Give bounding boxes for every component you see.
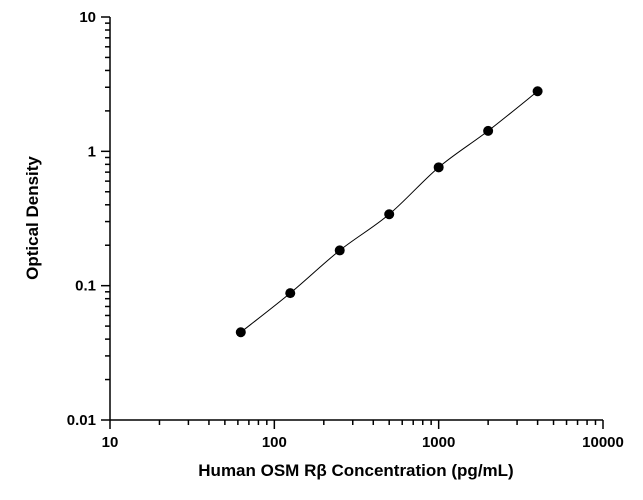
data-point bbox=[483, 125, 494, 136]
y-tick-label: 0.1 bbox=[75, 278, 96, 295]
x-axis-label: Human OSM Rβ Concentration (pg/mL) bbox=[198, 461, 513, 480]
x-tick-label: 10 bbox=[102, 434, 119, 451]
data-point bbox=[384, 209, 395, 220]
y-tick-label: 0.01 bbox=[67, 412, 96, 429]
data-point bbox=[235, 327, 246, 338]
data-points bbox=[235, 86, 543, 338]
y-axis-label: Optical Density bbox=[23, 156, 42, 280]
x-tick-label: 100 bbox=[262, 434, 287, 451]
x-axis-ticks bbox=[109, 420, 604, 429]
x-tick-label: 1000 bbox=[422, 434, 455, 451]
data-point bbox=[334, 245, 345, 256]
x-tick-label: 10000 bbox=[582, 434, 624, 451]
y-tick-label: 1 bbox=[88, 143, 96, 160]
plot-area: 10 100 1000 10000 0.01 0.1 1 10 bbox=[67, 9, 624, 451]
data-point bbox=[285, 288, 296, 299]
data-point bbox=[532, 86, 543, 97]
y-tick-label: 10 bbox=[79, 9, 96, 26]
y-axis-ticks bbox=[101, 16, 110, 421]
y-axis-tick-labels: 0.01 0.1 1 10 bbox=[67, 9, 96, 429]
x-axis-tick-labels: 10 100 1000 10000 bbox=[102, 434, 624, 451]
data-point bbox=[433, 162, 444, 173]
